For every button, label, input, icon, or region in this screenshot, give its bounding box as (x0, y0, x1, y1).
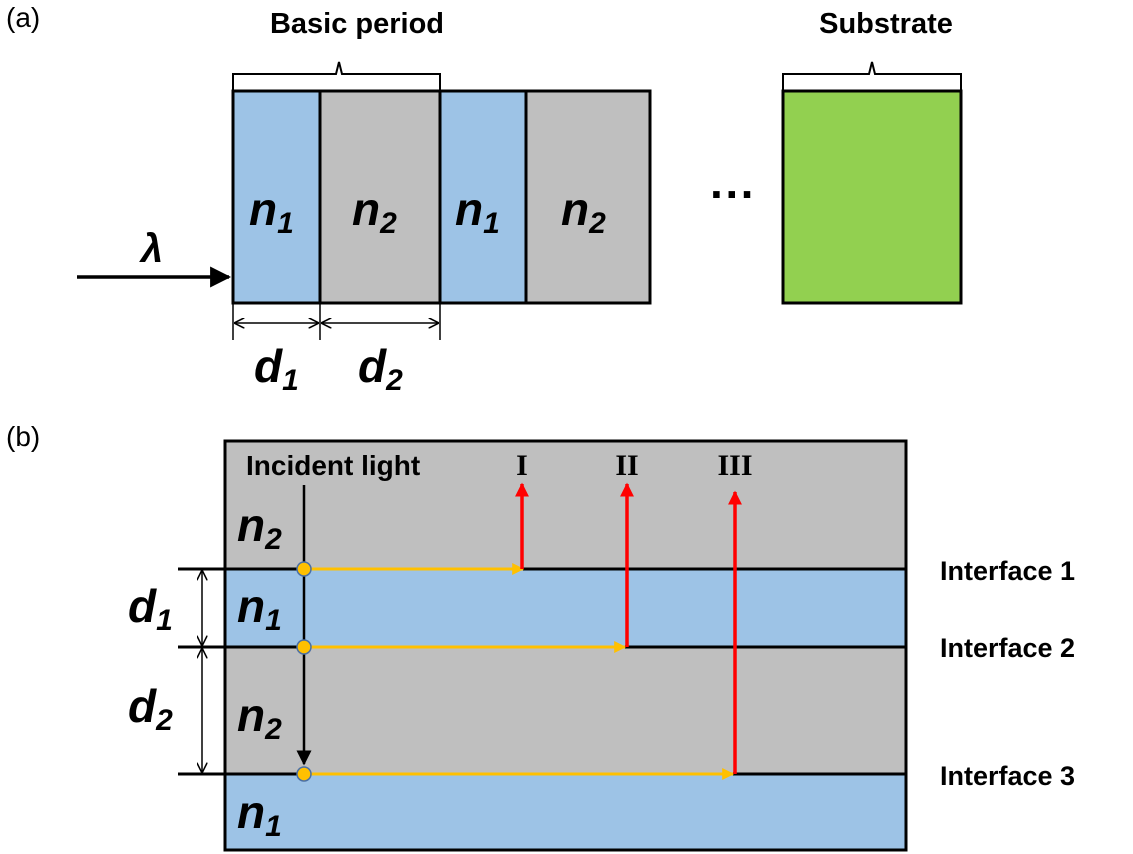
incident-light-label: Incident light (246, 450, 420, 481)
layer-a-n1-first (231, 89, 322, 305)
layer-b-n2-top (225, 441, 906, 569)
reflection-label-1: I (516, 449, 528, 482)
junction-dot-3 (296, 766, 312, 782)
layer-a-label-2: n2 (352, 183, 397, 240)
d2-label-b: d2 (128, 680, 173, 737)
d1-label-a: d1 (254, 340, 299, 397)
layer-a-n1-second (438, 89, 528, 305)
layer-b-label-1: n2 (237, 499, 282, 556)
interface-label-3: Interface 3 (940, 761, 1075, 791)
reflection-label-3: III (717, 449, 752, 482)
basic-period-brace (232, 61, 441, 90)
layer-b-label-4: n1 (237, 786, 282, 843)
layer-a-n2-second (524, 89, 652, 305)
junction-dot-1 (296, 561, 312, 577)
layer-b-n1-first (225, 569, 906, 647)
reflection-label-2: II (615, 449, 638, 482)
ellipsis: ··· (710, 168, 756, 220)
junction-dot-2 (296, 639, 312, 655)
interface-label-1: Interface 1 (940, 556, 1075, 586)
substrate-brace (782, 61, 962, 90)
layer-a-label-1: n1 (249, 183, 294, 240)
panel-b-label: (b) (6, 421, 40, 452)
d1-label-b: d1 (128, 580, 173, 637)
substrate-label: Substrate (819, 8, 953, 40)
wavelength-symbol: λ (139, 227, 163, 271)
panel-a: (a) Basic period n1 n2 n1 n2 ··· Substra… (6, 2, 963, 397)
panel-a-label: (a) (6, 2, 40, 33)
layer-b-n2-middle (225, 647, 906, 774)
layer-b-label-3: n2 (237, 689, 282, 746)
layer-a-n2-first (318, 89, 442, 305)
panel-b: (b) n2 n1 n2 n1 Incident light I II III (6, 421, 1075, 852)
basic-period-label: Basic period (270, 8, 444, 40)
interface-label-2: Interface 2 (940, 633, 1075, 663)
layer-b-label-2: n1 (237, 580, 282, 637)
layer-a-label-4: n2 (561, 183, 606, 240)
d2-label-a: d2 (358, 340, 403, 397)
layer-b-n1-bottom (225, 774, 906, 850)
substrate-block (781, 89, 963, 305)
layer-a-label-3: n1 (455, 183, 500, 240)
